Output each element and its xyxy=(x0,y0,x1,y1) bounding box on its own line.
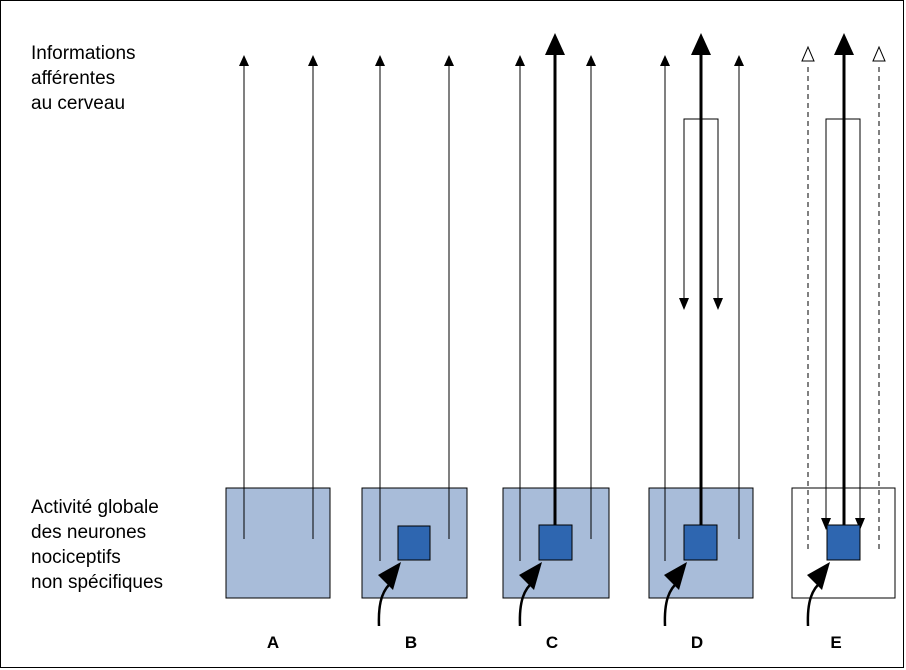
column-label-d: D xyxy=(690,633,704,652)
column-label-a: A xyxy=(266,633,280,652)
descending-control-loop xyxy=(683,118,719,301)
descending-arrowhead-icon xyxy=(713,298,723,310)
arrowhead-icon xyxy=(660,55,670,66)
hollow-arrowhead-icon xyxy=(801,45,815,62)
nociceptive-focus-box xyxy=(683,524,718,561)
column-b xyxy=(361,55,468,627)
large-arrowhead-icon xyxy=(545,33,565,55)
arrowhead-icon xyxy=(308,55,318,66)
descending-arrowhead-icon xyxy=(855,518,865,530)
column-label-c: C xyxy=(545,633,559,652)
afferent-info-label: Informations afférentes au cerveau xyxy=(31,43,136,114)
stimulus-arrowhead-icon xyxy=(807,562,830,590)
column-e xyxy=(791,33,896,627)
column-c xyxy=(502,33,610,627)
descending-arrowhead-icon xyxy=(821,518,831,530)
column-a xyxy=(225,55,331,599)
stimulus-arrowhead-icon xyxy=(378,562,401,590)
column-label-e: E xyxy=(830,633,842,652)
arrowhead-icon xyxy=(734,55,744,66)
arrowhead-icon xyxy=(375,55,385,66)
hollow-arrowhead-icon xyxy=(872,45,886,62)
global-activity-label: Activité globale des neurones nociceptif… xyxy=(31,497,164,593)
column-label-b: B xyxy=(404,633,418,652)
stimulus-arrowhead-icon xyxy=(519,562,542,590)
neuron-box-a xyxy=(225,487,331,599)
column-d xyxy=(648,33,754,627)
large-arrowhead-icon xyxy=(691,33,711,55)
nociceptive-focus-box xyxy=(538,524,573,561)
arrowhead-icon xyxy=(515,55,525,66)
large-arrowhead-icon xyxy=(834,33,854,55)
descending-arrowhead-icon xyxy=(679,298,689,310)
descending-control-loop xyxy=(825,118,861,521)
stimulus-arrowhead-icon xyxy=(664,562,687,590)
arrowhead-icon xyxy=(444,55,454,66)
nociceptive-focus-box xyxy=(826,524,861,561)
arrowhead-icon xyxy=(586,55,596,66)
nociceptive-focus-box xyxy=(397,525,431,561)
arrowhead-icon xyxy=(239,55,249,66)
